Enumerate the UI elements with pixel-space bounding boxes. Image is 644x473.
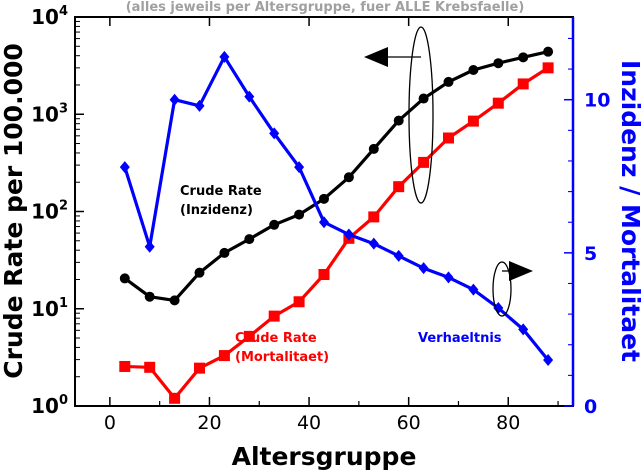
data-point-crude-rate-inzidenz	[244, 234, 255, 245]
annotation-ellipse-right	[492, 261, 512, 317]
y-right-tick-label: 0	[584, 396, 597, 418]
y-right-tick-label: 10	[584, 90, 610, 112]
data-point-crude-rate-mortalitaet	[268, 310, 280, 322]
data-point-crude-rate-mortalitaet	[169, 392, 181, 404]
data-point-crude-rate-mortalitaet	[144, 361, 156, 373]
y-left-tick-label: 100	[31, 393, 68, 418]
y-axis-left-title: Crude Rate per 100.000	[0, 43, 28, 379]
data-point-verhaeltnis	[443, 271, 454, 284]
data-point-verhaeltnis	[319, 216, 329, 229]
data-point-crude-rate-mortalitaet	[368, 211, 380, 223]
data-point-verhaeltnis	[169, 93, 180, 106]
data-point-crude-rate-mortalitaet	[119, 360, 131, 372]
data-point-verhaeltnis	[518, 323, 529, 336]
data-point-verhaeltnis	[219, 50, 230, 63]
chart-subtitle: (alles jeweils per Altersgruppe, fuer AL…	[126, 0, 525, 15]
data-point-crude-rate-mortalitaet	[243, 330, 255, 342]
data-point-crude-rate-mortalitaet	[194, 362, 205, 374]
data-point-crude-rate-mortalitaet	[393, 181, 405, 193]
data-point-crude-rate-mortalitaet	[318, 269, 330, 281]
data-point-crude-rate-mortalitaet	[418, 156, 430, 168]
annotation-arrow-right-head	[509, 261, 533, 281]
data-point-crude-rate-inzidenz	[393, 115, 404, 126]
annotation-ellipse-left	[408, 26, 434, 204]
ticks-layer: 0 20 40 60 80 100 101 102 103 104 0 5 10	[31, 4, 610, 434]
label-mortalitaet-line2: (Mortalitaet)	[235, 350, 329, 365]
label-verhaeltnis: Verhaeltnis	[418, 331, 502, 346]
data-point-verhaeltnis	[493, 301, 504, 314]
data-point-crude-rate-inzidenz	[493, 58, 504, 69]
x-tick-label: 20	[197, 412, 221, 434]
data-point-verhaeltnis	[119, 161, 130, 174]
annotation-arrow-left-head	[364, 47, 388, 67]
data-point-crude-rate-mortalitaet	[467, 115, 479, 127]
data-point-crude-rate-inzidenz	[418, 93, 429, 104]
x-tick-label: 80	[496, 412, 520, 434]
data-point-crude-rate-inzidenz	[319, 193, 329, 204]
data-point-verhaeltnis	[368, 237, 379, 250]
data-point-crude-rate-mortalitaet	[517, 78, 529, 90]
x-tick-label: 40	[297, 412, 321, 434]
data-point-crude-rate-inzidenz	[343, 172, 354, 183]
data-point-crude-rate-mortalitaet	[443, 132, 454, 144]
y-axis-right-title: Inzidenz / Mortalitaet	[616, 60, 644, 362]
data-point-crude-rate-inzidenz	[194, 267, 205, 278]
data-point-crude-rate-inzidenz	[443, 76, 454, 87]
data-point-verhaeltnis	[393, 249, 404, 262]
series-line-crude-rate-inzidenz	[123, 50, 549, 302]
data-point-crude-rate-mortalitaet	[542, 62, 554, 74]
series-line-verhaeltnis	[123, 55, 550, 362]
data-point-verhaeltnis	[244, 90, 255, 103]
data-point-verhaeltnis	[343, 228, 354, 241]
data-point-verhaeltnis	[468, 283, 479, 296]
y-right-tick-label: 5	[584, 243, 597, 265]
data-point-crude-rate-inzidenz	[269, 219, 280, 230]
data-point-verhaeltnis	[543, 354, 554, 367]
data-point-verhaeltnis	[194, 99, 205, 112]
data-point-crude-rate-inzidenz	[368, 143, 379, 154]
data-point-crude-rate-inzidenz	[468, 65, 479, 76]
data-point-crude-rate-inzidenz	[219, 247, 230, 258]
y-left-tick-label: 101	[31, 296, 68, 321]
data-point-crude-rate-mortalitaet	[492, 97, 504, 109]
data-point-crude-rate-inzidenz	[144, 291, 155, 302]
label-inzidenz-line2: (Inzidenz)	[180, 203, 253, 218]
y-left-tick-label: 102	[31, 199, 68, 224]
y-left-tick-label: 104	[31, 4, 68, 29]
label-inzidenz-line1: Crude Rate	[180, 184, 262, 199]
data-point-crude-rate-inzidenz	[518, 52, 529, 63]
data-point-crude-rate-mortalitaet	[293, 296, 305, 308]
data-point-crude-rate-inzidenz	[169, 295, 180, 306]
data-point-crude-rate-mortalitaet	[218, 350, 230, 362]
data-point-crude-rate-inzidenz	[119, 273, 130, 284]
y-left-tick-label: 103	[31, 101, 68, 126]
data-point-crude-rate-inzidenz	[294, 209, 305, 220]
data-point-verhaeltnis	[294, 161, 305, 174]
x-tick-label: 0	[104, 412, 116, 434]
x-tick-label: 60	[397, 412, 421, 434]
series-layer	[119, 46, 554, 404]
label-mortalitaet-line1: Crude Rate	[235, 331, 317, 346]
data-point-verhaeltnis	[269, 127, 280, 140]
x-axis-title: Altersgruppe	[232, 442, 417, 471]
plot-frame	[74, 16, 574, 407]
data-point-verhaeltnis	[144, 240, 155, 253]
data-point-verhaeltnis	[418, 262, 429, 275]
series-line-crude-rate-mortalitaet	[124, 66, 549, 400]
data-point-crude-rate-inzidenz	[543, 46, 554, 57]
